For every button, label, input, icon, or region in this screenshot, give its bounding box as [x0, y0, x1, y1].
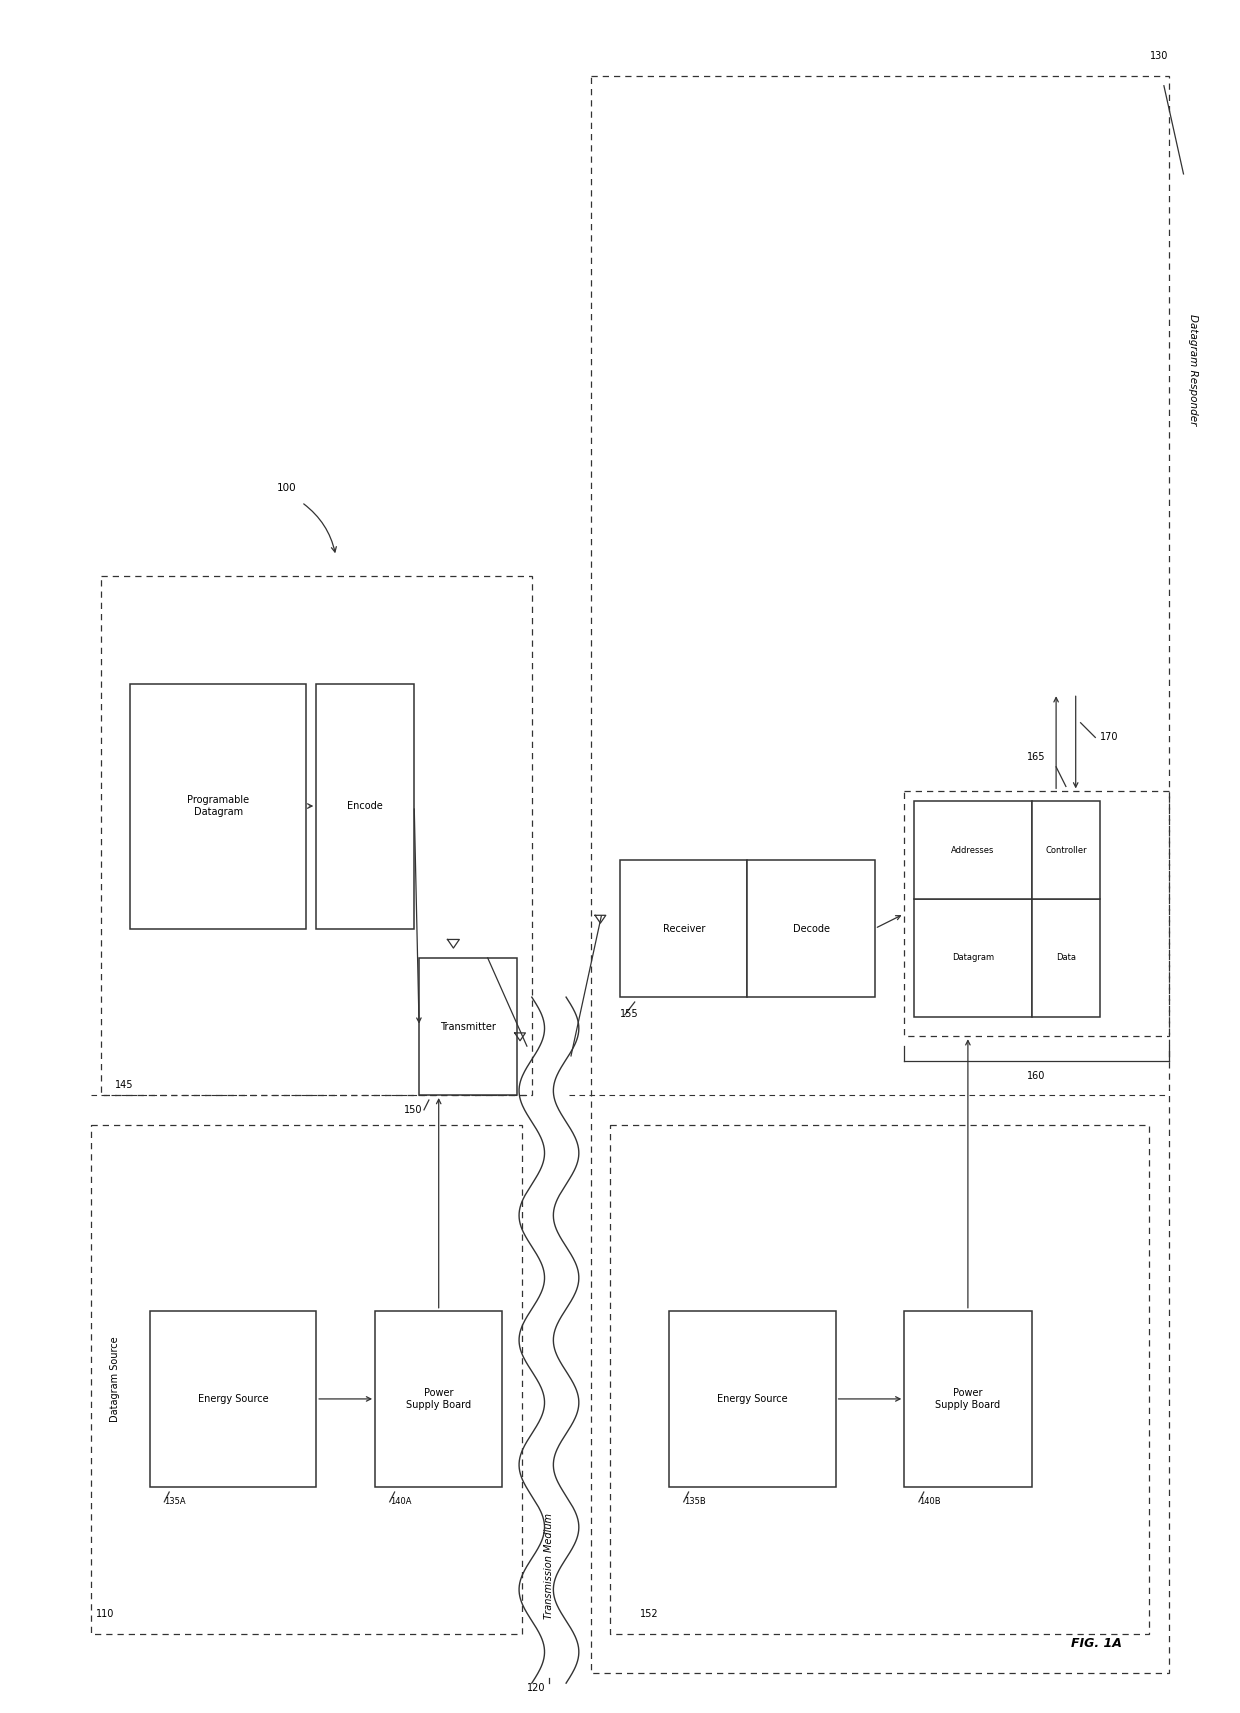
Text: 135A: 135A — [164, 1497, 186, 1506]
Text: 165: 165 — [1027, 752, 1045, 762]
Text: Programable
Datagram: Programable Datagram — [187, 795, 249, 817]
Text: Transmission Medium: Transmission Medium — [544, 1513, 554, 1619]
Text: 100: 100 — [277, 483, 296, 493]
Text: 130: 130 — [1149, 51, 1168, 62]
Bar — [150, 1310, 316, 1487]
Text: 120: 120 — [527, 1682, 546, 1692]
Bar — [91, 1124, 522, 1634]
Text: Encode: Encode — [347, 802, 383, 810]
Bar — [1032, 802, 1100, 899]
Text: FIG. 1A: FIG. 1A — [1071, 1638, 1122, 1650]
Bar — [748, 860, 874, 997]
Text: 145: 145 — [115, 1081, 134, 1089]
Text: 170: 170 — [1100, 733, 1118, 742]
Text: Decode: Decode — [792, 923, 830, 934]
Bar — [620, 860, 748, 997]
Text: 110: 110 — [95, 1610, 114, 1619]
Text: 140A: 140A — [389, 1497, 412, 1506]
Bar — [670, 1310, 836, 1487]
Text: Datagram: Datagram — [952, 954, 994, 963]
Bar — [914, 899, 1032, 1018]
Bar — [419, 958, 517, 1095]
Text: 140B: 140B — [919, 1497, 940, 1506]
Text: Power
Supply Board: Power Supply Board — [407, 1388, 471, 1410]
Bar — [100, 576, 532, 1095]
Text: Energy Source: Energy Source — [717, 1394, 787, 1405]
Text: Controller: Controller — [1045, 846, 1086, 855]
Text: Transmitter: Transmitter — [440, 1021, 496, 1031]
Text: Datagram Responder: Datagram Responder — [1188, 313, 1198, 425]
Text: 160: 160 — [1027, 1071, 1045, 1081]
Text: 155: 155 — [620, 1009, 639, 1019]
Text: 152: 152 — [640, 1610, 658, 1619]
Text: Receiver: Receiver — [662, 923, 704, 934]
Bar — [1032, 899, 1100, 1018]
Text: Addresses: Addresses — [951, 846, 994, 855]
Bar — [904, 1310, 1032, 1487]
Text: Energy Source: Energy Source — [197, 1394, 268, 1405]
Bar — [316, 683, 414, 928]
Text: Datagram Source: Datagram Source — [110, 1336, 120, 1422]
Text: 135B: 135B — [683, 1497, 706, 1506]
Bar — [130, 683, 306, 928]
Bar — [374, 1310, 502, 1487]
Bar — [610, 1124, 1149, 1634]
Bar — [904, 791, 1169, 1036]
Bar — [590, 75, 1169, 1674]
Bar — [914, 802, 1032, 899]
Text: Data: Data — [1056, 954, 1076, 963]
Text: Power
Supply Board: Power Supply Board — [935, 1388, 1001, 1410]
Text: 150: 150 — [404, 1105, 423, 1115]
